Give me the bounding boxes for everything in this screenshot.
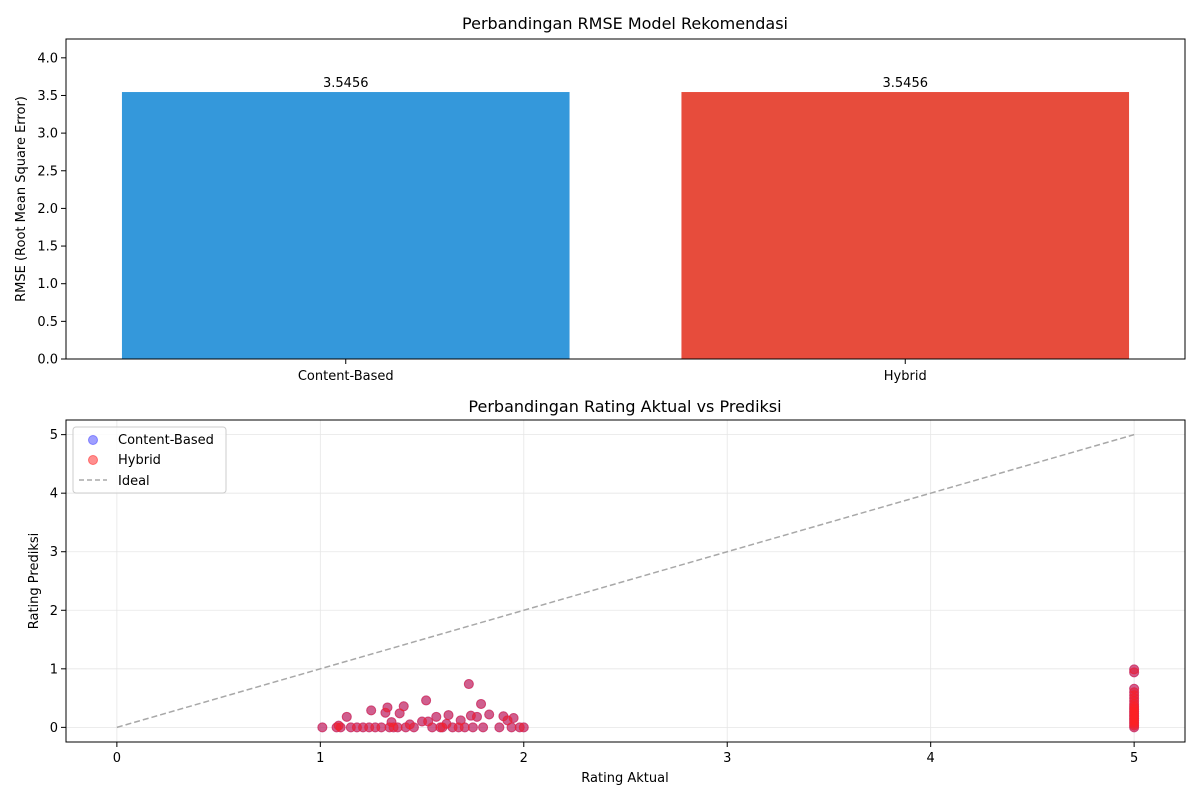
point-hybrid bbox=[518, 722, 529, 733]
bar-y-tick-label: 2.5 bbox=[37, 164, 58, 179]
point-hybrid bbox=[484, 709, 495, 720]
scatter-x-tick-label: 4 bbox=[927, 751, 935, 766]
scatter-points bbox=[317, 664, 1140, 733]
scatter-x-tick-label: 1 bbox=[316, 751, 324, 766]
point-hybrid bbox=[471, 711, 482, 722]
point-hybrid bbox=[478, 722, 489, 733]
point-hybrid bbox=[398, 701, 409, 712]
point-hybrid bbox=[366, 705, 377, 716]
point-hybrid bbox=[382, 702, 393, 713]
bar-chart-title: Perbandingan RMSE Model Rekomendasi bbox=[462, 14, 788, 33]
scatter-plot-frame bbox=[65, 419, 1186, 743]
bar-x-tick-label: Hybrid bbox=[884, 369, 927, 384]
legend-marker-hybrid bbox=[88, 455, 98, 465]
bar-y-tick-label: 0.5 bbox=[37, 315, 58, 330]
scatter-legend: Content-Based Hybrid Ideal bbox=[72, 426, 227, 494]
bar-y-ticks: 0.0 0.5 1.0 1.5 2.0 2.5 3.0 3.5 4.0 bbox=[37, 51, 66, 368]
rmse-bar-chart: Perbandingan RMSE Model Rekomendasi 0.00… bbox=[14, 14, 1186, 384]
scatter-x-tick-label: 0 bbox=[113, 751, 121, 766]
scatter-y-tick-label: 4 bbox=[50, 487, 58, 502]
point-hybrid bbox=[335, 722, 346, 733]
point-hybrid bbox=[467, 722, 478, 733]
bar-y-tick-label: 3.0 bbox=[37, 127, 58, 142]
ideal-diagonal-line bbox=[116, 433, 1135, 729]
bar-value-label: 3.5456 bbox=[323, 76, 369, 91]
scatter-y-tick-label: 1 bbox=[50, 662, 58, 677]
scatter-y-tick-label: 2 bbox=[50, 604, 58, 619]
point-hybrid bbox=[317, 722, 328, 733]
bar-x-ticks: Content-Based Hybrid bbox=[298, 359, 927, 384]
point-hybrid bbox=[408, 722, 419, 733]
scatter-y-axis-label: Rating Prediksi bbox=[27, 533, 42, 630]
scatter-y-tick-label: 3 bbox=[50, 545, 58, 560]
point-hybrid bbox=[1129, 664, 1140, 675]
legend-box bbox=[72, 426, 227, 494]
bar-y-tick-label: 0.0 bbox=[37, 353, 58, 368]
scatter-x-tick-label: 5 bbox=[1130, 751, 1138, 766]
point-hybrid bbox=[341, 711, 352, 722]
scatter-chart-title: Perbandingan Rating Aktual vs Prediksi bbox=[468, 397, 781, 416]
point-hybrid bbox=[476, 698, 487, 709]
legend-label-hybrid: Hybrid bbox=[118, 453, 161, 468]
bar-y-tick-label: 1.5 bbox=[37, 240, 58, 255]
bar-content-based bbox=[121, 92, 570, 360]
scatter-x-axis-label: Rating Aktual bbox=[581, 771, 668, 786]
scatter-y-tick-label: 0 bbox=[50, 721, 58, 736]
bar-y-tick-label: 3.5 bbox=[37, 89, 58, 104]
scatter-ticks: 0 1 2 3 4 5 0 1 2 3 4 5 bbox=[50, 428, 1139, 766]
bar-plot-frame bbox=[65, 38, 1186, 360]
point-hybrid bbox=[443, 710, 454, 721]
point-hybrid bbox=[494, 722, 505, 733]
point-hybrid bbox=[431, 711, 442, 722]
scatter-x-tick-label: 3 bbox=[723, 751, 731, 766]
scatter-chart: Perbandingan Rating Aktual vs Prediksi 0… bbox=[27, 397, 1186, 786]
bar-marks: 3.5456 3.5456 bbox=[121, 76, 1130, 360]
bar-y-tick-label: 4.0 bbox=[37, 51, 58, 66]
legend-label-ideal: Ideal bbox=[118, 474, 150, 489]
point-hybrid bbox=[1129, 683, 1140, 694]
scatter-y-tick-label: 5 bbox=[50, 428, 58, 443]
point-hybrid bbox=[463, 679, 474, 690]
bar-hybrid bbox=[681, 92, 1130, 360]
legend-label-content-based: Content-Based bbox=[118, 433, 214, 448]
ideal-line bbox=[116, 433, 1135, 729]
scatter-x-tick-label: 2 bbox=[520, 751, 528, 766]
bar-value-label: 3.5456 bbox=[883, 76, 929, 91]
bar-y-tick-label: 2.0 bbox=[37, 202, 58, 217]
legend-marker-content-based bbox=[88, 435, 98, 445]
point-hybrid bbox=[508, 712, 519, 723]
bar-y-tick-label: 1.0 bbox=[37, 277, 58, 292]
bar-y-axis-label: RMSE (Root Mean Square Error) bbox=[14, 96, 29, 302]
point-hybrid bbox=[421, 695, 432, 706]
bar-x-tick-label: Content-Based bbox=[298, 369, 394, 384]
